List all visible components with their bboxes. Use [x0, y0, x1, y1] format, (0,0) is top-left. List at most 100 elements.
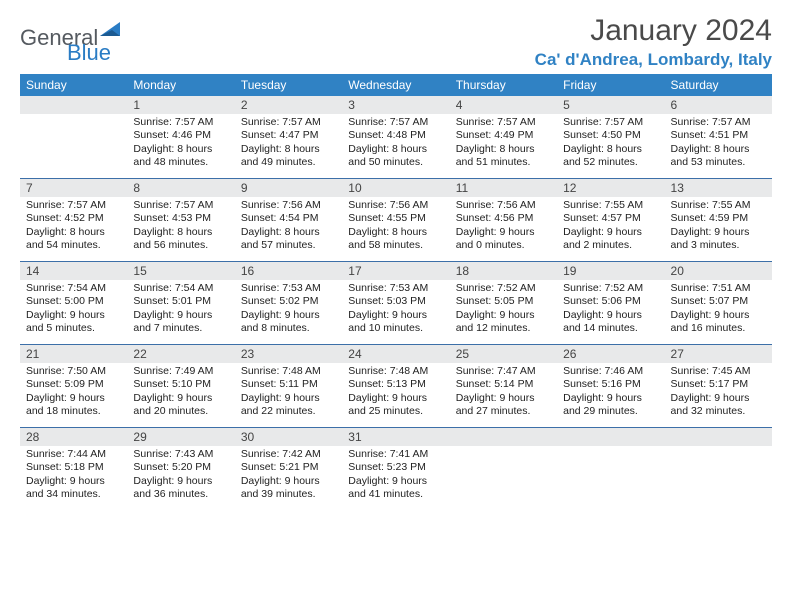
day-number: 8: [127, 179, 234, 197]
logo-triangle-icon: [100, 20, 124, 41]
day-cell: 1Sunrise: 7:57 AM Sunset: 4:46 PM Daylig…: [127, 96, 234, 179]
day-details: Sunrise: 7:45 AM Sunset: 5:17 PM Dayligh…: [665, 363, 772, 427]
day-cell: [557, 428, 664, 511]
day-details: Sunrise: 7:54 AM Sunset: 5:01 PM Dayligh…: [127, 280, 234, 344]
week-number-row: 21Sunrise: 7:50 AM Sunset: 5:09 PM Dayli…: [20, 345, 772, 428]
day-number: 10: [342, 179, 449, 197]
day-details: Sunrise: 7:57 AM Sunset: 4:53 PM Dayligh…: [127, 197, 234, 261]
day-details: Sunrise: 7:43 AM Sunset: 5:20 PM Dayligh…: [127, 446, 234, 510]
day-number: 26: [557, 345, 664, 363]
day-cell: [20, 96, 127, 179]
day-details: Sunrise: 7:48 AM Sunset: 5:13 PM Dayligh…: [342, 363, 449, 427]
day-number: 2: [235, 96, 342, 114]
day-details: Sunrise: 7:57 AM Sunset: 4:47 PM Dayligh…: [235, 114, 342, 178]
day-cell: 15Sunrise: 7:54 AM Sunset: 5:01 PM Dayli…: [127, 262, 234, 345]
day-details: Sunrise: 7:56 AM Sunset: 4:54 PM Dayligh…: [235, 197, 342, 261]
day-number: 15: [127, 262, 234, 280]
day-number: 22: [127, 345, 234, 363]
day-header-saturday: Saturday: [665, 74, 772, 96]
day-details: Sunrise: 7:52 AM Sunset: 5:06 PM Dayligh…: [557, 280, 664, 344]
day-details: Sunrise: 7:42 AM Sunset: 5:21 PM Dayligh…: [235, 446, 342, 510]
day-details: Sunrise: 7:55 AM Sunset: 4:59 PM Dayligh…: [665, 197, 772, 261]
day-cell: 17Sunrise: 7:53 AM Sunset: 5:03 PM Dayli…: [342, 262, 449, 345]
day-header-monday: Monday: [127, 74, 234, 96]
calendar-body: 1Sunrise: 7:57 AM Sunset: 4:46 PM Daylig…: [20, 96, 772, 510]
day-cell: 31Sunrise: 7:41 AM Sunset: 5:23 PM Dayli…: [342, 428, 449, 511]
day-details: Sunrise: 7:51 AM Sunset: 5:07 PM Dayligh…: [665, 280, 772, 344]
day-cell: 26Sunrise: 7:46 AM Sunset: 5:16 PM Dayli…: [557, 345, 664, 428]
day-header-row: Sunday Monday Tuesday Wednesday Thursday…: [20, 74, 772, 96]
day-details: Sunrise: 7:50 AM Sunset: 5:09 PM Dayligh…: [20, 363, 127, 427]
day-cell: 27Sunrise: 7:45 AM Sunset: 5:17 PM Dayli…: [665, 345, 772, 428]
day-number: 17: [342, 262, 449, 280]
day-cell: 20Sunrise: 7:51 AM Sunset: 5:07 PM Dayli…: [665, 262, 772, 345]
day-details: Sunrise: 7:53 AM Sunset: 5:02 PM Dayligh…: [235, 280, 342, 344]
day-number: 25: [450, 345, 557, 363]
day-details: [557, 446, 664, 510]
day-cell: 25Sunrise: 7:47 AM Sunset: 5:14 PM Dayli…: [450, 345, 557, 428]
day-number: 5: [557, 96, 664, 114]
day-cell: 29Sunrise: 7:43 AM Sunset: 5:20 PM Dayli…: [127, 428, 234, 511]
day-number: 7: [20, 179, 127, 197]
day-number: 4: [450, 96, 557, 114]
day-details: Sunrise: 7:41 AM Sunset: 5:23 PM Dayligh…: [342, 446, 449, 510]
day-number: [557, 428, 664, 446]
day-number: 3: [342, 96, 449, 114]
day-cell: 9Sunrise: 7:56 AM Sunset: 4:54 PM Daylig…: [235, 179, 342, 262]
day-cell: 22Sunrise: 7:49 AM Sunset: 5:10 PM Dayli…: [127, 345, 234, 428]
week-number-row: 14Sunrise: 7:54 AM Sunset: 5:00 PM Dayli…: [20, 262, 772, 345]
day-details: Sunrise: 7:55 AM Sunset: 4:57 PM Dayligh…: [557, 197, 664, 261]
day-cell: 19Sunrise: 7:52 AM Sunset: 5:06 PM Dayli…: [557, 262, 664, 345]
day-cell: 18Sunrise: 7:52 AM Sunset: 5:05 PM Dayli…: [450, 262, 557, 345]
day-details: Sunrise: 7:57 AM Sunset: 4:48 PM Dayligh…: [342, 114, 449, 178]
day-details: Sunrise: 7:56 AM Sunset: 4:55 PM Dayligh…: [342, 197, 449, 261]
day-cell: 23Sunrise: 7:48 AM Sunset: 5:11 PM Dayli…: [235, 345, 342, 428]
day-cell: 14Sunrise: 7:54 AM Sunset: 5:00 PM Dayli…: [20, 262, 127, 345]
day-cell: 2Sunrise: 7:57 AM Sunset: 4:47 PM Daylig…: [235, 96, 342, 179]
day-number: 29: [127, 428, 234, 446]
day-details: Sunrise: 7:49 AM Sunset: 5:10 PM Dayligh…: [127, 363, 234, 427]
day-cell: 28Sunrise: 7:44 AM Sunset: 5:18 PM Dayli…: [20, 428, 127, 511]
day-details: [665, 446, 772, 510]
day-details: Sunrise: 7:57 AM Sunset: 4:51 PM Dayligh…: [665, 114, 772, 178]
day-cell: 5Sunrise: 7:57 AM Sunset: 4:50 PM Daylig…: [557, 96, 664, 179]
day-number: 14: [20, 262, 127, 280]
day-cell: 8Sunrise: 7:57 AM Sunset: 4:53 PM Daylig…: [127, 179, 234, 262]
day-header-thursday: Thursday: [450, 74, 557, 96]
day-details: Sunrise: 7:57 AM Sunset: 4:52 PM Dayligh…: [20, 197, 127, 261]
day-details: Sunrise: 7:53 AM Sunset: 5:03 PM Dayligh…: [342, 280, 449, 344]
day-cell: [665, 428, 772, 511]
location-label: Ca' d'Andrea, Lombardy, Italy: [535, 50, 772, 70]
day-cell: 11Sunrise: 7:56 AM Sunset: 4:56 PM Dayli…: [450, 179, 557, 262]
day-number: 31: [342, 428, 449, 446]
day-number: 21: [20, 345, 127, 363]
day-cell: 21Sunrise: 7:50 AM Sunset: 5:09 PM Dayli…: [20, 345, 127, 428]
day-cell: 12Sunrise: 7:55 AM Sunset: 4:57 PM Dayli…: [557, 179, 664, 262]
day-number: 13: [665, 179, 772, 197]
day-header-tuesday: Tuesday: [235, 74, 342, 96]
day-number: 20: [665, 262, 772, 280]
day-number: 12: [557, 179, 664, 197]
day-number: [20, 96, 127, 114]
day-details: Sunrise: 7:44 AM Sunset: 5:18 PM Dayligh…: [20, 446, 127, 510]
day-details: Sunrise: 7:56 AM Sunset: 4:56 PM Dayligh…: [450, 197, 557, 261]
day-number: 30: [235, 428, 342, 446]
day-details: [20, 114, 127, 178]
day-cell: 4Sunrise: 7:57 AM Sunset: 4:49 PM Daylig…: [450, 96, 557, 179]
day-number: 1: [127, 96, 234, 114]
day-number: 19: [557, 262, 664, 280]
day-cell: 13Sunrise: 7:55 AM Sunset: 4:59 PM Dayli…: [665, 179, 772, 262]
week-number-row: 7Sunrise: 7:57 AM Sunset: 4:52 PM Daylig…: [20, 179, 772, 262]
day-header-friday: Friday: [557, 74, 664, 96]
day-number: 6: [665, 96, 772, 114]
day-number: 16: [235, 262, 342, 280]
day-number: 28: [20, 428, 127, 446]
day-number: [665, 428, 772, 446]
day-number: 9: [235, 179, 342, 197]
day-cell: 16Sunrise: 7:53 AM Sunset: 5:02 PM Dayli…: [235, 262, 342, 345]
day-number: 18: [450, 262, 557, 280]
calendar-table: Sunday Monday Tuesday Wednesday Thursday…: [20, 74, 772, 510]
day-details: Sunrise: 7:57 AM Sunset: 4:49 PM Dayligh…: [450, 114, 557, 178]
day-details: Sunrise: 7:48 AM Sunset: 5:11 PM Dayligh…: [235, 363, 342, 427]
day-number: [450, 428, 557, 446]
